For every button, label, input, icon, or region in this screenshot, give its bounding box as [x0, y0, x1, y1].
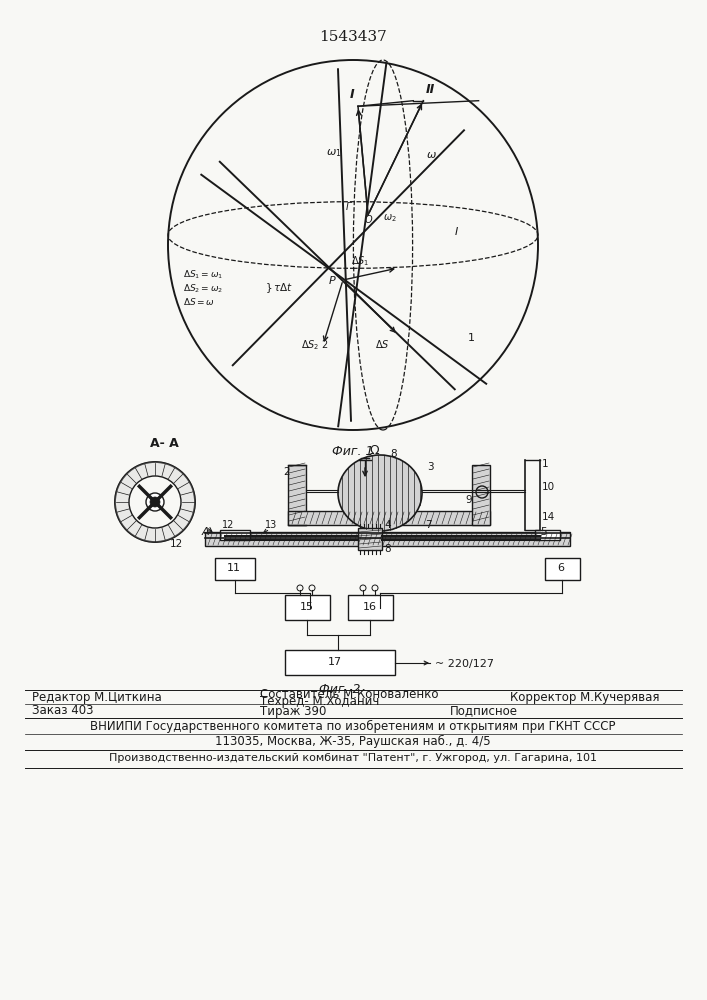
Text: Ω: Ω — [370, 444, 380, 457]
Text: I: I — [455, 227, 458, 237]
Circle shape — [146, 493, 164, 511]
Text: 13: 13 — [265, 520, 277, 530]
Text: II: II — [426, 83, 435, 96]
FancyBboxPatch shape — [545, 558, 580, 580]
Text: $\Delta S = \omega$: $\Delta S = \omega$ — [183, 296, 215, 307]
FancyBboxPatch shape — [288, 511, 490, 525]
FancyBboxPatch shape — [205, 532, 570, 546]
Text: 11: 11 — [227, 563, 241, 573]
Text: 12: 12 — [170, 539, 183, 549]
Text: 12: 12 — [222, 520, 235, 530]
Text: 4: 4 — [384, 520, 391, 530]
Text: $\omega_2$: $\omega_2$ — [383, 212, 397, 224]
Text: Редактор М.Циткина: Редактор М.Циткина — [32, 690, 162, 704]
Text: 15: 15 — [300, 602, 314, 612]
FancyBboxPatch shape — [358, 528, 382, 550]
Text: Корректор М.Кучерявая: Корректор М.Кучерявая — [510, 690, 660, 704]
FancyBboxPatch shape — [285, 595, 330, 620]
Text: 1: 1 — [468, 333, 474, 343]
Text: Γ: Γ — [346, 202, 351, 212]
Text: 8: 8 — [390, 449, 397, 459]
FancyBboxPatch shape — [348, 595, 393, 620]
Text: I: I — [350, 88, 355, 101]
FancyBboxPatch shape — [288, 465, 306, 525]
Text: 2: 2 — [283, 467, 290, 477]
Circle shape — [129, 476, 181, 528]
Text: $\Delta S$: $\Delta S$ — [375, 338, 390, 350]
Text: 10: 10 — [542, 482, 555, 492]
Text: 16: 16 — [363, 602, 377, 612]
Text: Фиг. 1: Фиг. 1 — [332, 445, 374, 458]
Text: ~ 220/127: ~ 220/127 — [435, 659, 494, 669]
Text: Фиг. 2: Фиг. 2 — [320, 683, 361, 696]
Circle shape — [115, 462, 195, 542]
Text: 17: 17 — [328, 657, 342, 667]
Text: $\Delta S_2 = \omega_2$: $\Delta S_2 = \omega_2$ — [183, 282, 223, 295]
Text: Заказ 403: Заказ 403 — [32, 704, 93, 718]
Ellipse shape — [338, 455, 422, 531]
FancyBboxPatch shape — [472, 465, 490, 525]
Text: 5: 5 — [540, 527, 547, 537]
FancyBboxPatch shape — [215, 558, 255, 580]
Text: $\omega$: $\omega$ — [426, 150, 437, 160]
Text: Составитель М.Коноваленко: Составитель М.Коноваленко — [260, 688, 438, 700]
FancyBboxPatch shape — [285, 650, 395, 675]
Text: $\Delta S_2$: $\Delta S_2$ — [301, 338, 320, 352]
Text: O: O — [365, 215, 373, 225]
Text: A- A: A- A — [150, 437, 179, 450]
Text: Тираж 390: Тираж 390 — [260, 704, 327, 718]
Text: Производственно-издательский комбинат "Патент", г. Ужгород, ул. Гагарина, 101: Производственно-издательский комбинат "П… — [109, 753, 597, 763]
Text: 9: 9 — [465, 495, 472, 505]
Text: 113035, Москва, Ж-35, Раушская наб., д. 4/5: 113035, Москва, Ж-35, Раушская наб., д. … — [215, 734, 491, 748]
Text: 1: 1 — [542, 459, 549, 469]
Text: 14: 14 — [542, 512, 555, 522]
Text: A: A — [202, 527, 209, 537]
Text: 1543437: 1543437 — [319, 30, 387, 44]
Text: P: P — [329, 276, 336, 286]
Text: Техред- М.Ходанич: Техред- М.Ходанич — [260, 696, 380, 708]
FancyBboxPatch shape — [535, 530, 560, 540]
Text: 7: 7 — [425, 520, 432, 530]
Text: 2: 2 — [321, 340, 327, 350]
FancyBboxPatch shape — [220, 530, 250, 540]
Text: $\Delta S_1$: $\Delta S_1$ — [351, 254, 370, 268]
Circle shape — [150, 497, 160, 507]
Text: $\Delta S_1 = \omega_1$: $\Delta S_1 = \omega_1$ — [183, 268, 223, 281]
Text: Подписное: Подписное — [450, 704, 518, 718]
Text: 3: 3 — [427, 462, 433, 472]
Text: 8: 8 — [384, 544, 391, 554]
Text: ВНИИПИ Государственного комитета по изобретениям и открытиям при ГКНТ СССР: ВНИИПИ Государственного комитета по изоб… — [90, 719, 616, 733]
Text: $\}\, \tau \Delta t$: $\}\, \tau \Delta t$ — [265, 281, 293, 295]
Text: $\omega_1$: $\omega_1$ — [326, 148, 341, 159]
Text: 6: 6 — [557, 563, 564, 573]
